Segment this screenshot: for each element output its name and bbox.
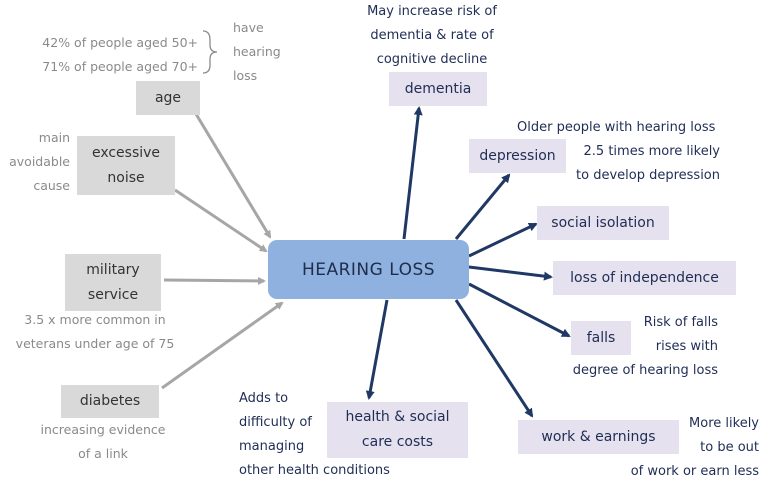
effect-dementia-label: dementia [404,80,472,97]
cause-age: age [136,81,200,115]
falls-note-line-3: degree of hearing loss [572,363,718,378]
arrow-diabetes [161,301,284,390]
effect-depression-label: depression [479,147,556,164]
cause-diabetes: diabetes [61,385,159,418]
arrow-noise [174,188,268,253]
health-note-line: difficulty of [239,415,312,430]
health-note-line: managing [239,439,305,454]
dementia-note-line: dementia & rate of [370,28,494,43]
age-brace-note-line: hearing [233,44,281,59]
falls-note-line-1: Risk of falls [643,315,718,330]
effect-independence-label: loss of independence [570,269,719,286]
effect-falls-label: falls [586,329,616,346]
arrow-isolation [468,222,538,258]
effect-social-isolation: social isolation [537,206,669,240]
noise-note-line: main [38,130,70,145]
age-stats: 42% of people aged 50+ 71% of people age… [20,31,198,79]
effect-work-earnings: work & earnings [518,420,679,454]
dementia-note-line: cognitive decline [376,52,488,67]
health-note-line: Adds to [239,391,289,406]
arrow-depression [454,173,511,240]
hearing-loss-node: HEARING LOSS [268,240,469,299]
cause-military-service: military service [65,254,161,311]
cause-military-label-1: military [86,261,140,278]
cause-noise-label-1: excessive [91,144,161,161]
military-note-line-1: 3.5 x more common in [24,312,166,327]
effect-health-social-care-costs: health & social care costs [327,402,468,458]
military-note-line-2: veterans under age of 75 [15,336,175,351]
dementia-note-line: May increase risk of [367,4,497,19]
arrow-military [163,276,266,285]
effect-falls: falls [571,321,631,355]
age-stat-50: 42% of people aged 50+ [42,35,198,50]
falls-note-line-2: rises with [655,339,718,354]
arrow-dementia [402,106,423,240]
diabetes-note: increasing evidence of a link [28,418,178,466]
effect-health-label-2: care costs [361,434,434,450]
diabetes-note-line-1: increasing evidence [40,422,166,437]
noise-note-line: avoidable [9,154,70,169]
dementia-note: May increase risk of dementia & rate of … [352,0,512,72]
cause-military-label-2: service [87,286,139,303]
effect-health-label-1: health & social [345,409,450,425]
effect-work-label: work & earnings [541,428,656,445]
diabetes-note-line-2: of a link [78,446,128,461]
military-note: 3.5 x more common in veterans under age … [0,308,190,356]
arrow-health [365,299,389,400]
arrow-age [194,113,272,239]
age-brace-note-line: have [233,20,264,35]
arrow-falls [468,282,571,338]
cause-noise-label-2: noise [107,169,145,186]
effect-dementia: dementia [389,72,487,106]
age-brace-note-line: loss [233,68,258,83]
hearing-loss-label: HEARING LOSS [301,259,436,280]
depression-note-line-1: Older people with hearing loss [517,120,716,135]
effect-isolation-label: social isolation [551,214,655,231]
work-note-line: to be out [700,440,759,455]
depression-note-line-3: to develop depression [576,168,720,183]
effect-loss-of-independence: loss of independence [553,261,736,295]
work-note-line: of work or earn less [630,464,759,479]
age-brace-note: have hearing loss [233,16,303,88]
health-note: Adds to difficulty of managing other hea… [239,387,409,483]
age-stat-70: 71% of people aged 70+ [42,59,198,74]
cause-age-label: age [154,89,182,106]
work-note-line: More likely [689,416,759,431]
arrow-work [454,299,534,418]
depression-note-line-2: 2.5 times more likely [583,144,720,159]
effect-depression: depression [469,139,566,173]
noise-note: main avoidable cause [2,126,70,198]
cause-excessive-noise: excessive noise [77,136,175,195]
noise-note-line: cause [33,178,70,193]
arrow-independence [468,265,553,281]
health-note-line: other health conditions [239,463,390,478]
brace [202,30,218,74]
cause-diabetes-label: diabetes [79,393,141,409]
work-note: More likely to be out of work or earn le… [612,412,759,484]
